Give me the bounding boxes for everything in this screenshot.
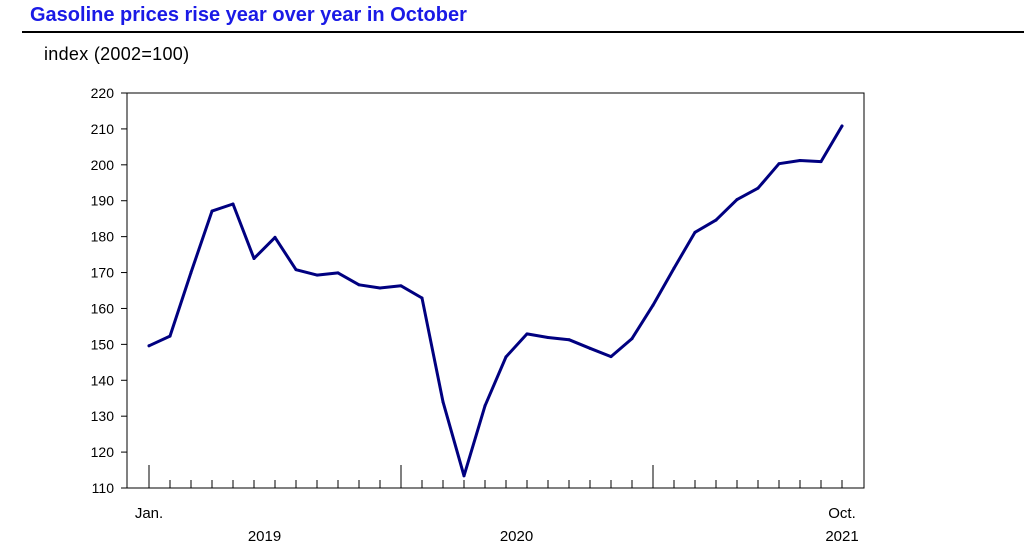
x-year-label: 2019	[248, 528, 281, 545]
data-point	[483, 404, 487, 408]
x-year-label: 2020	[500, 528, 533, 545]
y-tick-label: 170	[91, 265, 115, 281]
data-point	[147, 344, 151, 348]
series-line	[147, 124, 844, 478]
y-tick-label: 160	[91, 300, 115, 316]
data-point	[336, 271, 340, 275]
data-point	[525, 332, 529, 336]
y-tick-label: 210	[91, 121, 115, 137]
data-point	[651, 303, 655, 307]
y-tick-label: 180	[91, 229, 115, 245]
x-end-label: Oct.	[828, 505, 856, 522]
y-tick-label: 190	[91, 193, 115, 209]
data-point	[273, 235, 277, 239]
data-point	[462, 474, 466, 478]
data-point	[504, 355, 508, 359]
y-axis-label: index (2002=100)	[44, 44, 190, 64]
data-point	[672, 266, 676, 270]
y-tick-label: 140	[91, 372, 115, 388]
data-point	[231, 202, 235, 206]
y-tick-label: 110	[92, 480, 115, 496]
y-axis-ticks: 110 120 130 140 150 160 170 180 190 200 210 220	[91, 85, 127, 496]
data-points	[147, 124, 844, 478]
data-point	[168, 334, 172, 338]
data-point	[609, 355, 613, 359]
y-tick-label: 200	[91, 157, 115, 173]
chart-title: Gasoline prices rise year over year in O…	[30, 4, 467, 26]
data-point	[399, 284, 403, 288]
data-point	[315, 273, 319, 277]
data-point	[546, 336, 550, 340]
plot-area	[126, 92, 865, 489]
data-point	[378, 286, 382, 290]
data-point	[693, 230, 697, 234]
data-point	[210, 209, 214, 213]
data-point	[840, 124, 844, 128]
data-point	[441, 400, 445, 404]
data-point	[756, 186, 760, 190]
data-point	[588, 346, 592, 350]
y-tick-label: 220	[91, 85, 115, 101]
data-point	[714, 218, 718, 222]
x-year-label: 2021	[825, 528, 858, 545]
data-point	[567, 338, 571, 342]
data-point	[357, 283, 361, 287]
data-point	[189, 271, 193, 275]
data-point	[420, 296, 424, 300]
x-axis-labels: Jan. Oct. 2019 2020 2021	[135, 505, 859, 545]
y-tick-label: 130	[91, 408, 115, 424]
data-point	[777, 162, 781, 166]
x-axis-ticks	[148, 465, 843, 488]
title-divider	[22, 31, 1024, 33]
y-tick-label: 120	[91, 444, 115, 460]
y-tick-label: 150	[91, 336, 115, 352]
data-point	[252, 257, 256, 261]
data-point	[735, 198, 739, 202]
data-point	[819, 160, 823, 164]
data-point	[798, 159, 802, 163]
data-point	[630, 337, 634, 341]
data-point	[294, 268, 298, 272]
x-start-label: Jan.	[135, 505, 163, 522]
